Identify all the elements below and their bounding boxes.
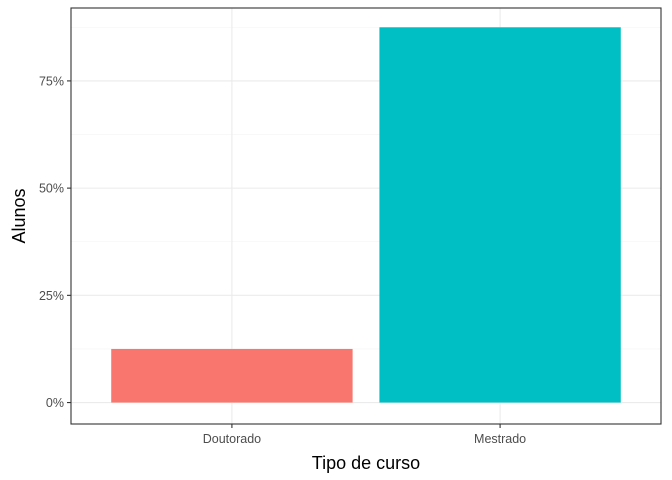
y-axis-title: Alunos bbox=[9, 188, 29, 243]
bar-doutorado bbox=[111, 348, 353, 403]
x-axis-title: Tipo de curso bbox=[312, 453, 420, 473]
x-tick-label: Mestrado bbox=[474, 432, 526, 446]
bars bbox=[111, 27, 621, 403]
bar-mestrado bbox=[379, 27, 621, 403]
x-tick-label: Doutorado bbox=[203, 432, 261, 446]
y-tick-label: 25% bbox=[39, 289, 64, 303]
y-tick-label: 75% bbox=[39, 74, 64, 88]
panel-border bbox=[70, 7, 662, 425]
y-tick-label: 0% bbox=[46, 396, 64, 410]
x-axis-ticks: Doutorado Mestrado bbox=[203, 424, 526, 446]
y-tick-label: 50% bbox=[39, 182, 64, 196]
y-axis-ticks: 0% 25% 50% 75% bbox=[39, 74, 71, 410]
